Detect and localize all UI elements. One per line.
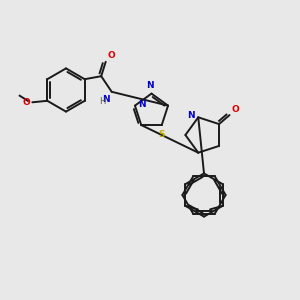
Text: O: O bbox=[22, 98, 30, 107]
Text: O: O bbox=[107, 51, 115, 60]
Text: N: N bbox=[102, 95, 109, 104]
Text: H: H bbox=[99, 97, 105, 106]
Text: N: N bbox=[146, 81, 154, 90]
Text: S: S bbox=[158, 130, 165, 139]
Text: N: N bbox=[139, 100, 146, 109]
Text: O: O bbox=[232, 105, 240, 114]
Text: N: N bbox=[187, 111, 195, 120]
